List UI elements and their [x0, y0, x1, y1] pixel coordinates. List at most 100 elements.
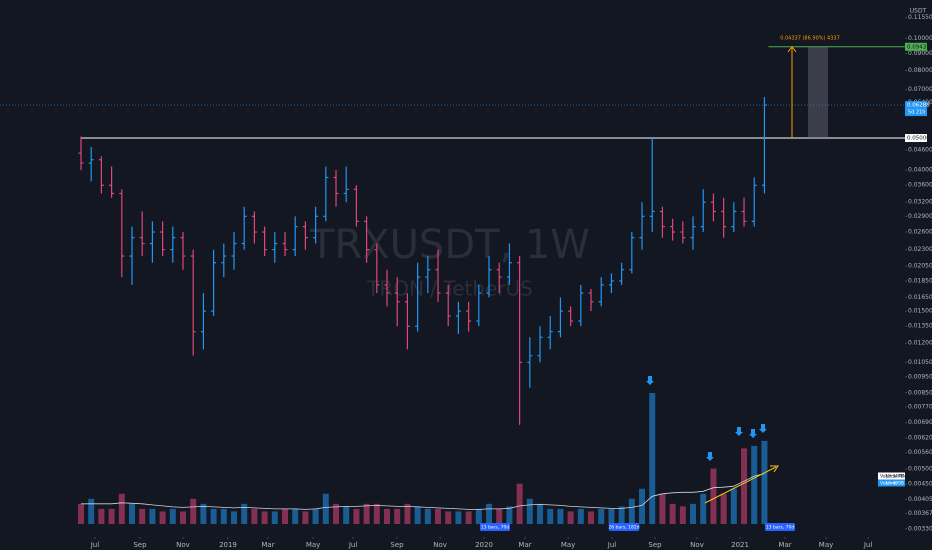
volume-bar	[271, 511, 278, 524]
last-price-label: 0.06288	[907, 103, 930, 109]
trend-arrow-head	[770, 465, 779, 473]
volume-bar	[598, 508, 605, 524]
volume-bar	[526, 498, 533, 524]
volume-bar	[679, 506, 686, 524]
volume-bar	[231, 511, 238, 524]
signal-arrow	[759, 424, 767, 433]
x-tick-label: 2019	[219, 541, 237, 549]
legend-value: 16.499B	[885, 481, 904, 487]
volume-bar	[312, 508, 319, 524]
y-tick-label: 0.04000	[908, 167, 932, 174]
volume-bar	[435, 508, 442, 524]
price-line-label: 0.09432	[907, 44, 930, 50]
signal-arrow	[749, 429, 757, 438]
volume-bar	[179, 511, 186, 524]
volume-bar	[628, 498, 635, 524]
y-tick-label: 0.07000	[908, 86, 932, 93]
volume-bar	[88, 498, 95, 524]
legend-value: 18.347B	[885, 474, 904, 480]
volume-bar	[475, 508, 482, 524]
x-tick-label: May	[306, 541, 320, 549]
y-tick-label: 0.02900	[908, 213, 932, 220]
x-tick-label: Nov	[433, 541, 447, 549]
volume-bar	[343, 506, 350, 524]
volume-bar	[404, 503, 411, 524]
volume-bar	[159, 511, 166, 524]
volume-bar	[690, 503, 697, 524]
y-tick-label: 0.00950	[908, 373, 932, 380]
volume-bar	[128, 503, 135, 524]
trend-arrow	[704, 466, 777, 504]
volume-bar	[445, 511, 452, 524]
volume-bar	[139, 508, 146, 524]
x-tick-label: Jul	[348, 541, 358, 549]
y-tick-label: 0.10000	[908, 35, 932, 42]
y-tick-label: 0.02300	[908, 246, 932, 253]
volume-bar	[669, 503, 676, 524]
axes: 0.115500.100000.090000.080000.070000.064…	[90, 14, 932, 549]
volume-bar	[720, 493, 727, 524]
range-label: 26 bars, 182d	[608, 525, 639, 531]
y-tick-label: 0.01350	[908, 323, 932, 330]
x-tick-label: Sep	[133, 541, 147, 549]
price-axis	[905, 0, 932, 550]
price-line-tag	[905, 134, 927, 143]
volume-bar	[98, 508, 105, 524]
volume-bar	[741, 448, 748, 524]
y-tick-label: 0.01050	[908, 359, 932, 366]
volume-bar	[373, 503, 380, 524]
volume-bar	[414, 506, 421, 524]
y-tick-label: 0.00690	[908, 419, 932, 426]
y-tick-label: 0.02050	[908, 263, 932, 270]
x-tick-label: Jul	[863, 541, 873, 549]
volume-bar	[251, 508, 258, 524]
range-tag	[765, 523, 795, 531]
volume-bar	[700, 493, 707, 524]
plot-area: 0.04337 (86.90%) 4337	[0, 35, 905, 524]
x-tick-label: Jul	[90, 541, 100, 549]
x-tick-label: 2020	[475, 541, 493, 549]
volume-bar	[557, 508, 564, 524]
volume-bar	[190, 498, 197, 524]
y-tick-label: 0.00367	[908, 510, 932, 517]
volume-bar	[210, 508, 217, 524]
x-tick-label: Nov	[176, 541, 190, 549]
volume-bar	[424, 508, 431, 524]
signal-arrow	[646, 376, 654, 385]
y-tick-label: 0.08000	[908, 67, 932, 74]
legend-box	[878, 479, 905, 487]
currency-label: USDT	[910, 8, 927, 15]
y-tick-label: 0.02600	[908, 229, 932, 236]
countdown: 5d 21h	[908, 110, 925, 116]
volume-bar	[455, 511, 462, 524]
volume-bar	[618, 506, 625, 524]
y-tick-label: 0.00450	[908, 481, 932, 488]
volume-bar	[200, 503, 207, 524]
x-tick-label: Nov	[690, 541, 704, 549]
range-tag	[480, 523, 510, 531]
volume-bar	[659, 493, 666, 524]
volume-bar	[261, 511, 268, 524]
volume-bar	[486, 503, 493, 524]
range-label: 13 bars, 70d	[481, 525, 510, 531]
legend-name: Volume	[880, 481, 897, 487]
y-tick-label: 0.00770	[908, 403, 932, 410]
x-tick-label: Jul	[607, 541, 617, 549]
x-tick-label: May	[819, 541, 833, 549]
volume-bar	[384, 508, 391, 524]
watermark-symbol: TRXUSDT, 1W	[309, 222, 590, 268]
y-tick-label: 0.09000	[908, 50, 932, 57]
volume-bar	[465, 511, 472, 524]
volume-ma-line	[81, 473, 765, 510]
volume-bar	[292, 508, 299, 524]
range-label: 13 bars, 70d	[766, 525, 795, 531]
y-tick-label: 0.03200	[908, 199, 932, 206]
y-tick-label: 0.01500	[908, 308, 932, 315]
volume-bar	[567, 511, 574, 524]
volume-bar	[537, 503, 544, 524]
y-tick-label: 0.01850	[908, 277, 932, 284]
y-tick-label: 0.00620	[908, 435, 932, 442]
